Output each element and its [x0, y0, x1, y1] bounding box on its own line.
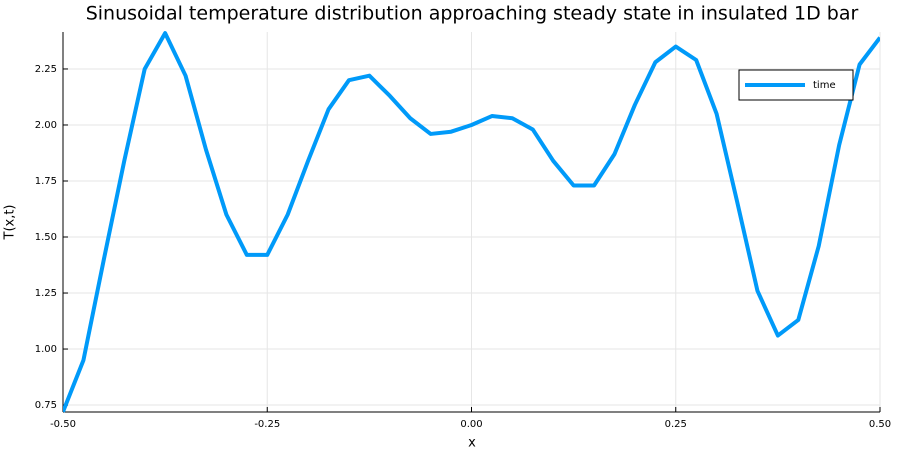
x-tick-label: -0.50	[50, 419, 76, 430]
x-tick-label: 0.25	[665, 419, 687, 430]
x-axis-label: x	[468, 436, 476, 450]
x-tick-label: -0.25	[254, 419, 280, 430]
y-tick-label: 0.75	[35, 400, 57, 411]
y-tick-label: 2.00	[35, 120, 57, 131]
y-tick-label: 1.25	[35, 288, 57, 299]
y-tick-label: 1.75	[35, 176, 57, 187]
data-line	[63, 31, 880, 413]
y-tick-label: 2.25	[35, 64, 57, 75]
y-tick-label: 1.50	[35, 232, 57, 243]
y-tick-label: 1.00	[35, 344, 57, 355]
y-axis-label: T(x,t)	[3, 204, 18, 240]
x-tick-label: 0.50	[869, 419, 891, 430]
chart-title: Sinusoidal temperature distribution appr…	[86, 3, 859, 25]
legend-label: time	[813, 80, 836, 91]
x-tick-label: 0.00	[460, 419, 482, 430]
